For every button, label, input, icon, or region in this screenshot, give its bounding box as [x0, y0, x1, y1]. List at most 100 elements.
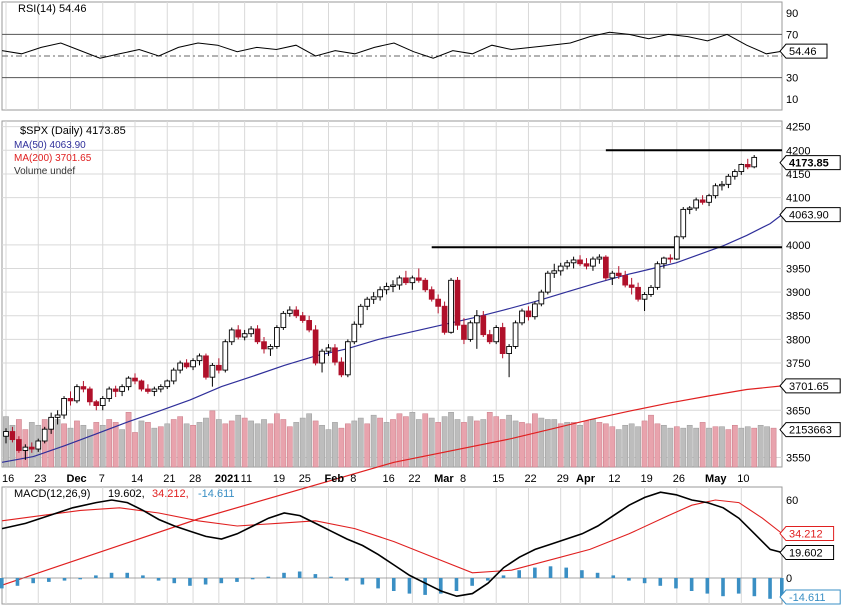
- macd-histogram-bar: [344, 578, 349, 581]
- candle-down: [132, 377, 138, 382]
- x-tick-label: May: [705, 473, 727, 485]
- volume-bar: [267, 423, 274, 468]
- macd-histogram-bar: [313, 574, 318, 578]
- candle-down: [699, 199, 706, 203]
- candle-down: [312, 329, 319, 364]
- candle-up: [164, 380, 171, 388]
- candle-up: [364, 298, 371, 307]
- volume-bar: [435, 422, 441, 468]
- macd-histogram-bar: [219, 578, 224, 584]
- volume-bar: [396, 413, 403, 468]
- volume-bar: [228, 420, 235, 468]
- candle-down: [577, 259, 583, 265]
- x-tick-label: 28: [189, 473, 201, 485]
- ma200-line: [1, 385, 783, 586]
- panel-frame-1: [1, 120, 783, 468]
- candle-up: [228, 329, 235, 343]
- macd-legend-title: MACD(12,26,9): [14, 488, 90, 500]
- macd-histogram-bar: [172, 578, 177, 584]
- volume-bar: [286, 426, 293, 468]
- macd-histogram-bar: [627, 578, 631, 581]
- volume-bar: [557, 423, 564, 468]
- volume-bar: [338, 427, 345, 468]
- candle-up: [383, 285, 390, 291]
- candle-down: [306, 320, 313, 331]
- price-tick-label: 4150: [786, 169, 810, 181]
- candle-up: [248, 328, 254, 335]
- volume-bar: [570, 422, 577, 468]
- candle-down: [422, 279, 429, 291]
- volume-bar: [474, 420, 480, 468]
- macd-histogram-bar: [780, 578, 784, 597]
- volume-bar: [467, 416, 474, 468]
- macd-histogram-bar: [250, 578, 255, 580]
- candle-up: [680, 208, 687, 238]
- macd-histogram-bar: [235, 578, 239, 582]
- x-tick-label: Mar: [434, 473, 454, 485]
- price-tick-label: 4250: [786, 122, 810, 134]
- macd-badge-text: 34.212: [789, 529, 823, 541]
- ma200-legend: MA(200) 3701.65: [14, 153, 92, 164]
- x-tick-label: 11: [241, 473, 252, 485]
- candle-up: [396, 277, 403, 286]
- volume-bar: [628, 423, 635, 468]
- candle-up: [345, 341, 351, 376]
- volume-bar: [132, 432, 138, 468]
- candle-up: [712, 185, 719, 197]
- candle-up: [564, 262, 571, 267]
- legends: RSI(14) 54.46 $SPX (Daily) 4173.85 MA(50…: [14, 3, 235, 500]
- volume-bar: [654, 423, 661, 468]
- volume-bar: [377, 417, 383, 468]
- macd-histogram-bar: [595, 572, 600, 578]
- volume-bar: [719, 426, 725, 468]
- volume-bar: [615, 429, 622, 468]
- candle-up: [267, 346, 274, 350]
- price-tick-label: 3950: [786, 263, 810, 275]
- candle-up: [125, 377, 132, 388]
- macd-histogram-bar: [486, 578, 490, 581]
- macd-legend-signal: 34.212,: [152, 488, 189, 500]
- candle-down: [235, 329, 242, 338]
- x-tick-label: 22: [408, 473, 420, 485]
- candle-up: [377, 289, 383, 298]
- macd-histogram-bar: [203, 578, 208, 585]
- candle-up: [3, 431, 9, 437]
- candle-down: [628, 284, 635, 288]
- macd-histogram-bar: [438, 578, 443, 594]
- x-tick-label: 26: [673, 473, 685, 485]
- candle-down: [86, 388, 93, 403]
- macd-histogram-bar: [548, 566, 553, 578]
- candle-down: [615, 272, 622, 277]
- volume-bar: [641, 420, 648, 468]
- volume-bar: [145, 422, 151, 468]
- candle-up: [686, 207, 693, 210]
- volume-bar: [203, 417, 209, 468]
- volume-bar: [680, 427, 687, 468]
- candle-up: [551, 270, 558, 274]
- candle-up: [119, 386, 125, 392]
- volume-bar: [532, 413, 538, 468]
- macd-histogram-bar: [62, 578, 67, 581]
- volume-bar: [428, 417, 435, 468]
- x-tick-label: 29: [557, 473, 569, 485]
- volume-bar: [596, 422, 603, 468]
- volume-bar: [622, 424, 629, 468]
- volume-bar: [390, 419, 396, 468]
- volume-bar: [351, 420, 358, 468]
- candle-up: [61, 398, 67, 416]
- macd-histogram-bar: [407, 578, 412, 594]
- volume-bar: [448, 412, 454, 468]
- volume-bar: [712, 426, 719, 468]
- rsi-line: [1, 31, 783, 59]
- candle-up: [609, 272, 616, 279]
- x-tick-label: Dec: [67, 473, 87, 485]
- x-tick-label: 2021: [215, 473, 239, 485]
- price-legend: $SPX (Daily) 4173.85: [20, 125, 126, 137]
- volume-bar: [751, 427, 758, 468]
- volume-bar: [383, 422, 390, 468]
- macd-line: [1, 491, 783, 598]
- candle-up: [641, 294, 648, 300]
- candle-up: [506, 346, 512, 355]
- macd-histogram-bar: [156, 578, 161, 581]
- candle-up: [732, 171, 738, 177]
